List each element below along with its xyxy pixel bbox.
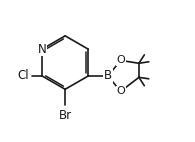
Text: O: O xyxy=(116,86,125,96)
Text: B: B xyxy=(104,69,112,82)
Text: Cl: Cl xyxy=(18,69,29,82)
Text: O: O xyxy=(116,56,125,65)
Text: Br: Br xyxy=(58,109,72,122)
Text: N: N xyxy=(38,43,46,56)
